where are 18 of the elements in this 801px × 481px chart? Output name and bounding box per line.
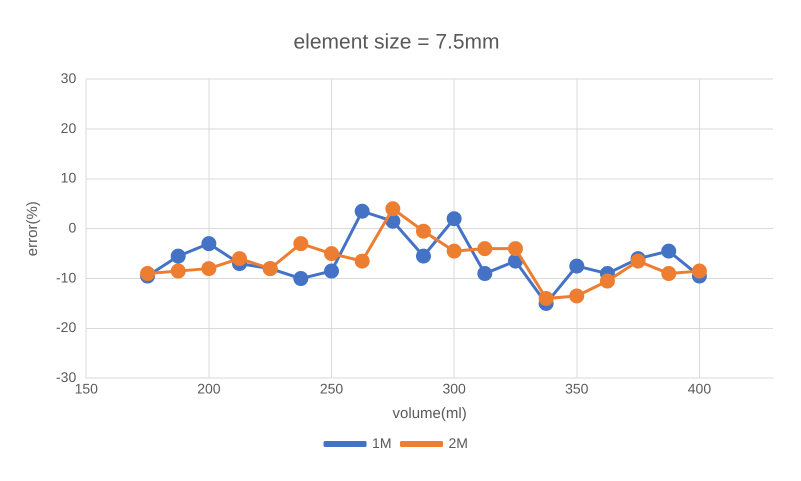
legend-label: 1M — [372, 434, 392, 451]
chart-title: element size = 7.5mm — [293, 30, 500, 54]
x-tick-label: 250 — [320, 380, 344, 396]
legend-label: 2M — [448, 434, 468, 451]
x-tick-label: 400 — [688, 380, 712, 396]
y-tick-label: -20 — [56, 319, 76, 336]
x-tick-label: 150 — [74, 380, 98, 396]
y-tick-label: 20 — [60, 120, 76, 136]
y-tick-label: 30 — [60, 70, 76, 86]
y-tick-label: 10 — [60, 170, 76, 186]
x-tick-label: 200 — [197, 380, 221, 396]
y-axis-title: error(%) — [24, 201, 42, 256]
x-axis-title: volume(ml) — [392, 405, 467, 422]
y-tick-label: -30 — [56, 369, 76, 386]
y-tick-label: 0 — [68, 220, 76, 236]
x-tick-label: 300 — [442, 380, 466, 396]
x-tick-label: 350 — [565, 380, 589, 396]
y-tick-label: -10 — [56, 269, 76, 286]
